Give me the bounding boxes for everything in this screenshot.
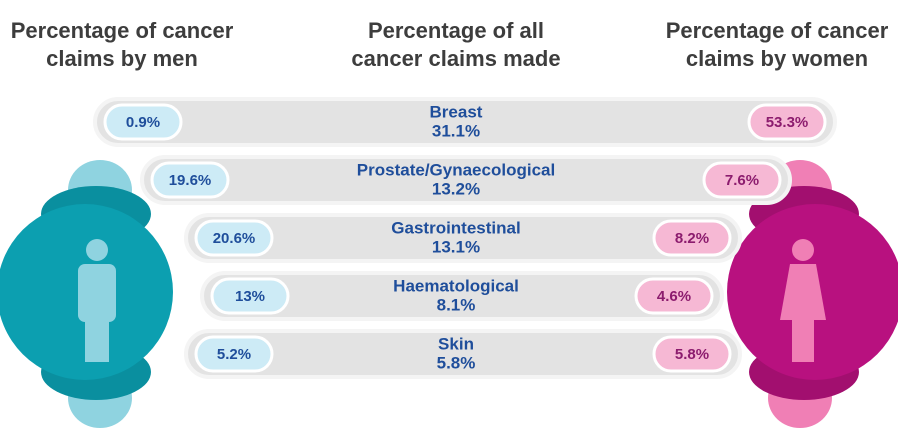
women-pill (702, 161, 782, 199)
all-value: 13.1% (432, 237, 480, 256)
women-value: 53.3% (766, 114, 809, 131)
header-men-2: claims by men (46, 46, 198, 71)
men-value: 13% (235, 288, 265, 305)
men-pill (194, 219, 274, 257)
all-value: 8.1% (437, 295, 476, 314)
women-value: 4.6% (657, 288, 691, 305)
header-women-2: claims by women (686, 46, 868, 71)
women-value: 7.6% (725, 172, 759, 189)
women-value: 8.2% (675, 230, 709, 247)
men-pill (194, 335, 274, 373)
category: Breast (430, 102, 483, 121)
men-value: 19.6% (169, 172, 212, 189)
women-pill (634, 277, 714, 315)
women-pill (652, 335, 732, 373)
all-value: 13.2% (432, 179, 480, 198)
header-all-2: cancer claims made (351, 46, 560, 71)
all-value: 5.8% (437, 353, 476, 372)
men-pill (210, 277, 290, 315)
category: Gastrointestinal (391, 218, 520, 237)
women-value: 5.8% (675, 346, 709, 363)
men-figure (0, 160, 173, 428)
header-women-1: Percentage of cancer (666, 18, 889, 43)
all-value: 31.1% (432, 121, 480, 140)
men-pill (150, 161, 230, 199)
row-pill (93, 97, 837, 147)
men-value: 0.9% (126, 114, 160, 131)
men-value: 20.6% (213, 230, 256, 247)
header-men-1: Percentage of cancer (11, 18, 234, 43)
row-pill (140, 155, 792, 205)
women-figure (727, 160, 898, 428)
row-pill (184, 329, 742, 379)
women-pill (652, 219, 732, 257)
category: Haematological (393, 276, 519, 295)
row-pill (200, 271, 724, 321)
header-all-1: Percentage of all (368, 18, 544, 43)
women-pill (747, 103, 827, 141)
men-value: 5.2% (217, 346, 251, 363)
category: Skin (438, 334, 474, 353)
category: Prostate/Gynaecological (357, 160, 555, 179)
men-pill (103, 103, 183, 141)
row-pill (184, 213, 742, 263)
